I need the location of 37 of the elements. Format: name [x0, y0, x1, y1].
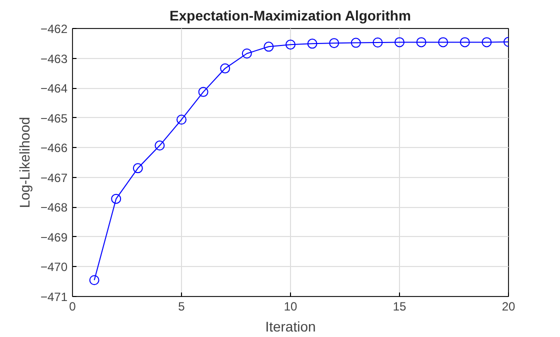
point — [350, 38, 361, 48]
point — [394, 37, 404, 48]
point — [460, 37, 470, 48]
point — [307, 38, 318, 49]
point — [176, 114, 186, 125]
x-tick-label: 10 — [284, 300, 298, 314]
point — [372, 38, 383, 48]
point — [416, 37, 426, 48]
x-tick-label: 20 — [502, 300, 516, 314]
y-tick-label: −465 — [40, 111, 68, 126]
y-tick-label: −462 — [40, 22, 68, 36]
y-tick-label: −468 — [40, 200, 68, 215]
point — [111, 194, 122, 204]
point — [264, 42, 274, 52]
point — [286, 40, 296, 50]
x-tick-label: 5 — [178, 300, 186, 314]
point — [89, 275, 100, 286]
point — [482, 37, 492, 48]
chart-title: Expectation-Maximization Algorithm — [170, 8, 411, 24]
x-axis-title: Iteration — [265, 318, 316, 334]
y-tick-label: −463 — [40, 52, 68, 66]
y-tick-label: −467 — [40, 170, 68, 185]
y-tick-label: −471 — [40, 290, 68, 304]
point — [329, 38, 340, 48]
point — [132, 163, 143, 174]
y-tick-label: −466 — [40, 141, 68, 156]
y-tick-label: −470 — [40, 260, 68, 274]
x-tick-label: 15 — [392, 300, 406, 314]
point — [438, 37, 448, 48]
point — [198, 86, 208, 97]
y-tick-label: −469 — [40, 230, 68, 244]
point — [154, 140, 165, 151]
y-tick-label: −464 — [40, 82, 68, 96]
point — [220, 63, 230, 74]
y-axis-title: Log-Likelihood — [16, 116, 32, 208]
point — [242, 48, 252, 59]
x-tick-label: 0 — [69, 300, 76, 314]
